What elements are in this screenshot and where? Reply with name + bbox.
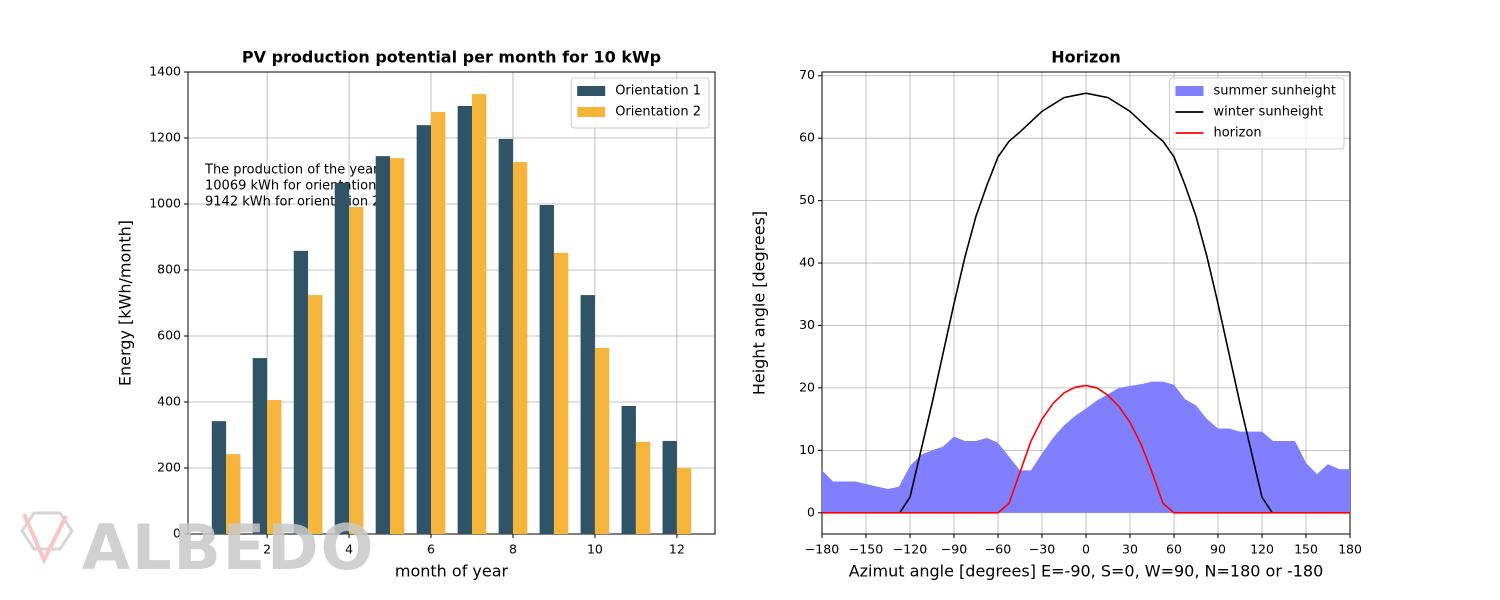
x-tick-label: 180 (1338, 542, 1362, 557)
y-tick-label: 70 (799, 67, 815, 82)
bar (349, 206, 364, 534)
legend-swatch (577, 86, 606, 96)
y-tick-label: 1400 (149, 64, 181, 79)
x-tick-label: −30 (1029, 542, 1055, 557)
annotation: 10069 kWh for orientation 1 (205, 179, 389, 194)
x-tick-label: 0 (1082, 542, 1090, 557)
bar (662, 440, 677, 534)
bar (539, 204, 554, 535)
y-tick-label: 30 (799, 317, 815, 332)
x-tick-label: 6 (427, 542, 435, 557)
y-tick-label: 200 (157, 460, 181, 475)
x-tick-label: −120 (893, 542, 927, 557)
y-tick-label: 60 (799, 130, 815, 145)
legend-box (570, 77, 710, 129)
y-tick-label: 400 (157, 394, 181, 409)
x-tick-label: 8 (509, 542, 517, 557)
bar (308, 295, 323, 534)
legend: summer sunheight winter sunheight horizon (1168, 77, 1345, 150)
legend: Orientation 1 Orientation 2 (570, 77, 710, 129)
x-axis-label: Azimut angle [degrees] E=-90, S=0, W=90,… (849, 562, 1324, 581)
annotation: The production of the year is (204, 163, 393, 178)
area (822, 381, 1350, 513)
x-tick-label: 4 (345, 542, 353, 557)
bar (635, 441, 651, 534)
y-tick-label: 40 (799, 255, 815, 270)
x-tick-label: 120 (1250, 542, 1274, 557)
bar (226, 454, 241, 534)
bar (512, 162, 528, 534)
y-tick-label: 1200 (149, 130, 181, 145)
y-tick-label: 800 (157, 262, 181, 277)
bar (676, 468, 692, 534)
legend-box (1168, 77, 1345, 150)
y-axis-label: Height angle [degrees] (750, 211, 769, 395)
x-tick-label: −60 (985, 542, 1011, 557)
line (899, 92, 1273, 514)
x-tick-label: 2 (263, 542, 271, 557)
x-tick-label: 150 (1294, 542, 1318, 557)
bar (457, 105, 472, 535)
plot: 0 10 20 30 40 50 60 70 −180 −150 −120 −90 −60 −30 0 30 6… (750, 48, 1362, 581)
bar (553, 252, 569, 534)
axes-frame (187, 71, 716, 535)
y-tick-label: 0 (173, 526, 181, 541)
bar (416, 125, 432, 534)
legend-label: horizon (1213, 126, 1261, 141)
bar (334, 182, 350, 534)
x-tick-label: −150 (849, 542, 883, 557)
y-tick-label: 50 (799, 192, 815, 207)
y-tick-label: 0 (807, 504, 815, 519)
bar (267, 400, 282, 534)
bar (390, 158, 405, 534)
x-axis-label: month of year (395, 562, 509, 581)
bar (580, 295, 595, 534)
chart-title: Horizon (1051, 48, 1120, 67)
x-tick-label: 30 (1122, 542, 1138, 557)
chart-title: PV production potential per month for 10… (242, 48, 661, 67)
axes-frame (821, 71, 1351, 535)
plot: 0 200 400 600 800 1000 1200 1400 2 4 6 8 10 12 PV prod… (116, 48, 716, 581)
y-axis-label: Energy [kWh/month] (116, 220, 135, 386)
line (822, 384, 1350, 514)
marks (211, 94, 692, 535)
bar (211, 421, 227, 534)
bar (293, 250, 309, 535)
x-tick-label: −90 (941, 542, 967, 557)
legend-swatch (577, 107, 606, 117)
bar (431, 111, 446, 535)
legend-label: winter sunheight (1213, 105, 1323, 120)
watermark-logo (20, 511, 74, 565)
y-tick-label: 20 (799, 379, 815, 394)
legend-label: Orientation 2 (615, 105, 701, 120)
marks (822, 92, 1350, 514)
bar (471, 94, 487, 535)
y-tick-label: 600 (157, 328, 181, 343)
x-tick-label: −180 (805, 542, 839, 557)
legend-label: summer sunheight (1213, 84, 1336, 99)
bar (375, 156, 391, 534)
bar (594, 347, 610, 534)
x-tick-label: 12 (669, 542, 685, 557)
x-tick-label: 10 (587, 542, 603, 557)
y-tick-label: 10 (799, 442, 815, 457)
bar (252, 358, 268, 534)
bar (621, 405, 636, 534)
y-tick-label: 1000 (149, 196, 181, 211)
watermark: ALBEDO (82, 511, 375, 584)
legend-label: Orientation 1 (615, 84, 701, 99)
x-tick-label: 90 (1210, 542, 1226, 557)
legend-swatch (1175, 86, 1204, 96)
x-tick-label: 60 (1166, 542, 1182, 557)
bar (498, 138, 513, 535)
